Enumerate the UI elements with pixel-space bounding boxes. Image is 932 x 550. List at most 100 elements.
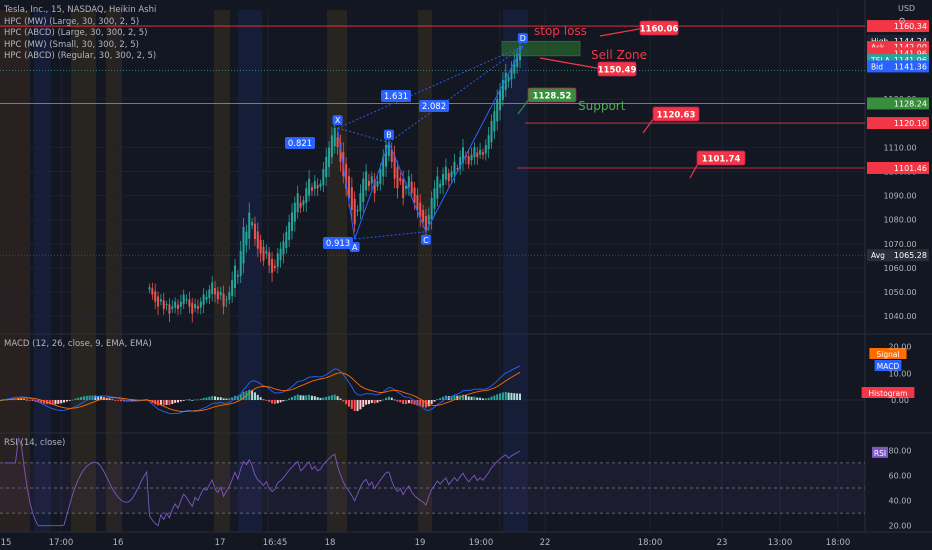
macd-histogram-bar [433, 400, 436, 402]
macd-tag-2-bg [861, 387, 915, 398]
macd-histogram-bar [481, 398, 484, 400]
settings-icon[interactable]: ⚙ [898, 17, 907, 27]
time-tick-4: 16:45 [263, 538, 288, 548]
macd-histogram-bar [399, 400, 402, 403]
indicator-legend-1[interactable]: HPC (MW) (Large, 30, 300, 2, 5) [4, 17, 140, 27]
indicator-legend-2[interactable]: HPC (ABCD) (Large, 30, 300, 2, 5) [4, 28, 148, 38]
candle [253, 223, 256, 239]
candle [302, 200, 305, 206]
macd-histogram-bar [134, 400, 137, 402]
macd-histogram-bar [444, 395, 447, 400]
macd-histogram-bar [265, 400, 268, 401]
macd-histogram-bar [422, 400, 425, 407]
stop-loss-text: stop loss [534, 24, 587, 38]
macd-histogram-bar [362, 400, 365, 407]
macd-histogram-bar [94, 395, 97, 400]
macd-histogram-bar [202, 397, 205, 400]
macd-histogram-bar [54, 400, 57, 405]
macd-histogram-bar [63, 400, 65, 403]
candle [479, 149, 482, 155]
macd-histogram-bar [74, 398, 77, 400]
macd-histogram-bar [476, 397, 479, 400]
macd-histogram-bar [516, 393, 519, 400]
time-tick-11: 13:00 [768, 538, 793, 548]
candle [487, 135, 490, 150]
macd-histogram-bar [222, 398, 225, 400]
macd-histogram-bar [356, 400, 359, 412]
macd-line [1, 365, 521, 415]
candle [484, 144, 487, 154]
macd-histogram-bar [430, 400, 433, 404]
macd-histogram-bar [345, 400, 348, 405]
candle [430, 198, 433, 220]
macd-histogram-bar [71, 399, 74, 401]
macd-histogram-bar [387, 396, 390, 400]
macd-histogram-bar [60, 400, 63, 404]
macd-panel: Signal MACD Histogram [0, 348, 915, 415]
indicator-legend-4[interactable]: HPC (ABCD) (Regular, 30, 300, 2, 5) [4, 51, 157, 61]
macd-histogram-bar [256, 394, 259, 400]
macd-histogram-bar [385, 397, 388, 400]
candle [345, 164, 348, 189]
point-x-label-bg [332, 115, 343, 126]
macd-histogram-bar [470, 396, 473, 400]
macd-histogram-bar [279, 400, 282, 403]
candle [413, 187, 416, 203]
macd-histogram-bar [322, 397, 325, 400]
rsi-tick-0: 80.00 [889, 446, 912, 455]
axis-avg: 1065.28 [894, 251, 927, 260]
macd-histogram-bar [479, 397, 482, 400]
candle [179, 301, 182, 307]
candle [288, 222, 291, 240]
macd-histogram-bar [328, 396, 331, 400]
candle [191, 302, 194, 314]
macd-histogram-bar [293, 395, 296, 400]
candle [194, 304, 197, 309]
macd-histogram-bar [168, 400, 171, 405]
price-tick-4: 1080.00 [883, 216, 916, 225]
candle [279, 248, 282, 261]
candle [444, 166, 447, 180]
candle [151, 288, 154, 295]
macd-histogram-bar [473, 396, 476, 400]
candle [319, 183, 322, 187]
rsi-tick-1: 60.00 [889, 471, 912, 480]
candle [262, 246, 265, 261]
macd-histogram-bar [376, 400, 379, 403]
macd-histogram-bar [105, 397, 108, 400]
candle [353, 198, 356, 225]
candle [214, 288, 217, 295]
candle [447, 173, 450, 182]
candle [171, 306, 174, 310]
candle [456, 168, 459, 170]
price-tick-5: 1090.00 [883, 192, 916, 201]
candle [293, 202, 296, 222]
indicator-legend-3[interactable]: HPC (MW) (Small, 30, 300, 2, 5) [4, 40, 139, 50]
price-tick-7: 1110.00 [883, 143, 916, 152]
macd-histogram-bar [519, 393, 521, 400]
callout-target-1-bg [652, 106, 700, 122]
currency-label[interactable]: USD [898, 4, 916, 13]
macd-histogram-bar [228, 398, 231, 400]
candle [225, 299, 228, 301]
candle [450, 171, 453, 178]
macd-histogram-bar [427, 400, 430, 407]
macd-histogram-bar [174, 400, 177, 403]
session-highlight-5 [238, 10, 262, 532]
macd-tag-2: Histogram [869, 389, 908, 398]
candle [159, 299, 162, 302]
candle [399, 177, 402, 182]
candle [470, 154, 473, 161]
candle [148, 287, 151, 290]
macd-histogram-bar [382, 399, 385, 401]
macd-histogram-bar [188, 399, 191, 401]
macd-histogram-bar [251, 390, 254, 400]
macd-histogram-bar [194, 399, 197, 401]
candle [405, 185, 407, 189]
axis-quote-4-label: Bid [871, 62, 883, 71]
candle [439, 183, 442, 188]
point-x-label: X [335, 116, 341, 125]
macd-histogram-bar [510, 392, 513, 400]
